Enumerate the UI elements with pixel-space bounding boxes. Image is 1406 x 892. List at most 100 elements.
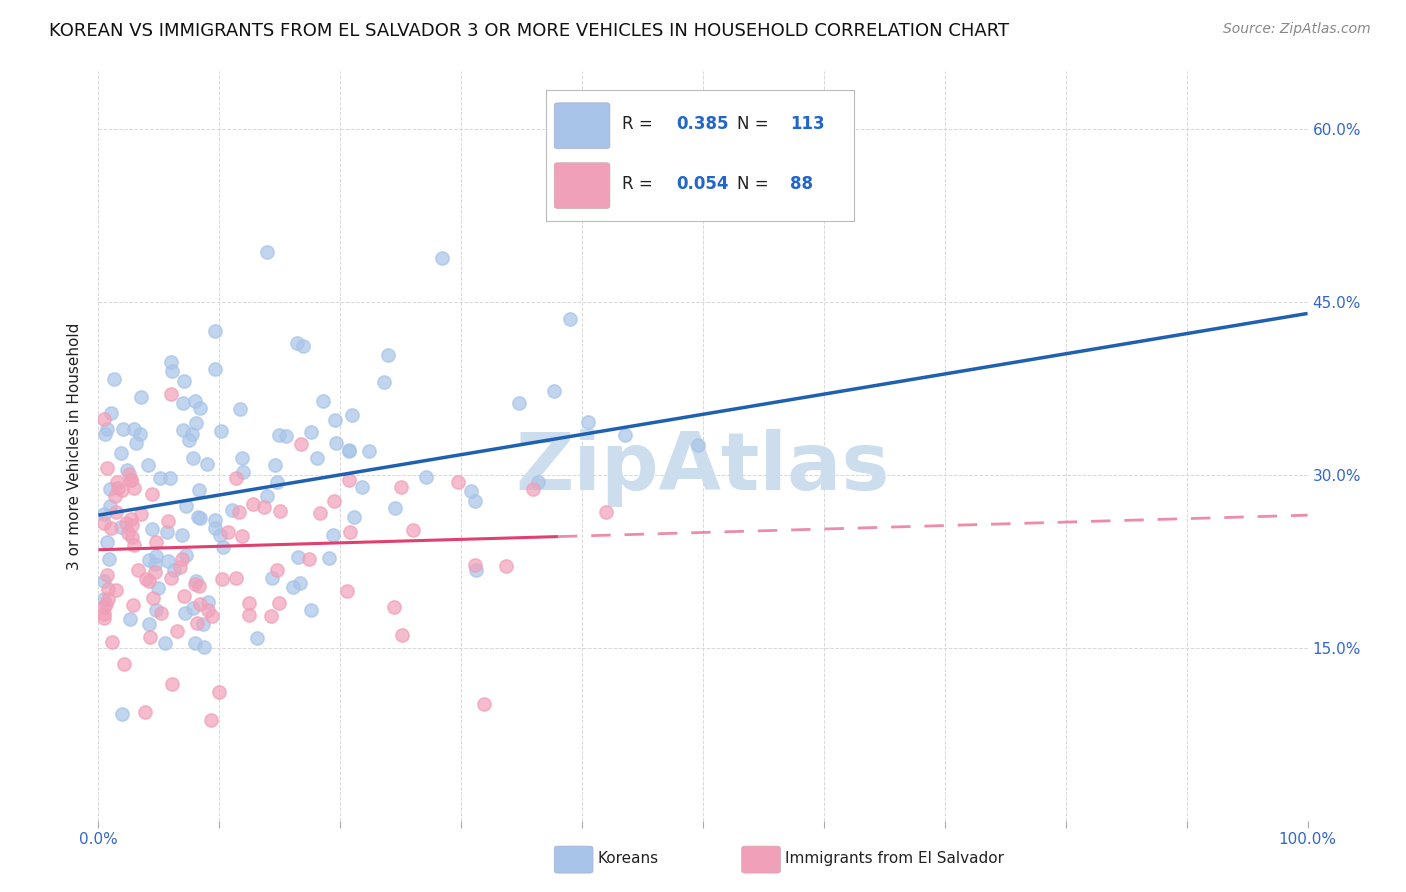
Point — [231, 529, 253, 543]
Point — [110, 446, 132, 460]
Point — [120, 473, 142, 487]
Point — [299, 603, 322, 617]
Point — [127, 564, 149, 578]
Point — [187, 510, 209, 524]
Point — [183, 577, 205, 591]
Point — [114, 516, 136, 530]
Point — [96, 567, 118, 582]
Point — [318, 550, 340, 565]
Point — [197, 595, 219, 609]
Point — [173, 374, 195, 388]
Point — [298, 552, 321, 566]
Point — [115, 463, 138, 477]
Point — [576, 415, 599, 429]
Point — [184, 636, 207, 650]
Point — [377, 348, 399, 362]
Text: 113: 113 — [790, 115, 825, 133]
Point — [269, 503, 291, 517]
Point — [267, 428, 290, 442]
Point — [312, 394, 335, 409]
Point — [188, 597, 211, 611]
Point — [160, 386, 183, 401]
Point — [204, 521, 226, 535]
Point — [232, 465, 254, 479]
Point — [98, 483, 121, 497]
Point — [143, 557, 166, 571]
Point — [337, 444, 360, 458]
Point — [139, 630, 162, 644]
Point — [105, 475, 128, 490]
Point — [197, 603, 219, 617]
Point — [382, 600, 405, 615]
Point — [337, 443, 360, 458]
Point — [112, 422, 135, 436]
Point — [339, 525, 361, 540]
Point — [200, 714, 222, 728]
Point — [160, 363, 183, 377]
Point — [180, 426, 202, 441]
Point — [201, 609, 224, 624]
Point — [142, 591, 165, 605]
Point — [156, 554, 179, 568]
Point — [187, 483, 209, 497]
Point — [172, 423, 194, 437]
Point — [217, 525, 239, 540]
Point — [128, 426, 150, 441]
Point — [129, 507, 152, 521]
Point — [160, 355, 183, 369]
Point — [145, 603, 167, 617]
Point — [145, 535, 167, 549]
Point — [287, 550, 309, 565]
Text: N =: N = — [737, 175, 769, 193]
Point — [186, 416, 208, 430]
Point — [149, 471, 172, 485]
Point — [190, 511, 212, 525]
Point — [96, 534, 118, 549]
Point — [208, 528, 231, 542]
Point — [323, 413, 346, 427]
Point — [322, 528, 344, 542]
Point — [253, 500, 276, 515]
Point — [384, 500, 406, 515]
Point — [93, 411, 115, 425]
Point — [267, 596, 290, 610]
Point — [120, 512, 142, 526]
Text: Source: ZipAtlas.com: Source: ZipAtlas.com — [1223, 22, 1371, 37]
Point — [614, 428, 637, 442]
Point — [121, 518, 143, 533]
Point — [204, 513, 226, 527]
Point — [160, 571, 183, 585]
Point — [93, 574, 115, 588]
Point — [231, 451, 253, 466]
Point — [103, 372, 125, 386]
Point — [134, 706, 156, 720]
Point — [174, 548, 197, 562]
Text: Immigrants from El Salvador: Immigrants from El Salvador — [785, 851, 1004, 866]
Point — [104, 489, 127, 503]
Point — [93, 516, 115, 531]
Point — [129, 390, 152, 404]
FancyBboxPatch shape — [742, 847, 780, 873]
Point — [146, 581, 169, 595]
Point — [464, 494, 486, 508]
Point — [299, 425, 322, 439]
Point — [174, 499, 197, 513]
FancyBboxPatch shape — [554, 162, 610, 209]
Point — [93, 611, 115, 625]
Point — [225, 571, 247, 585]
Point — [447, 475, 470, 489]
Text: R =: R = — [621, 115, 652, 133]
Point — [340, 408, 363, 422]
Point — [166, 624, 188, 639]
Point — [527, 475, 550, 490]
Point — [105, 583, 128, 598]
Point — [402, 523, 425, 537]
Point — [94, 597, 117, 611]
Point — [343, 510, 366, 524]
Point — [172, 395, 194, 409]
Point — [93, 600, 115, 615]
Point — [122, 537, 145, 551]
Point — [391, 627, 413, 641]
Point — [465, 563, 488, 577]
Text: 0.054: 0.054 — [676, 175, 728, 193]
